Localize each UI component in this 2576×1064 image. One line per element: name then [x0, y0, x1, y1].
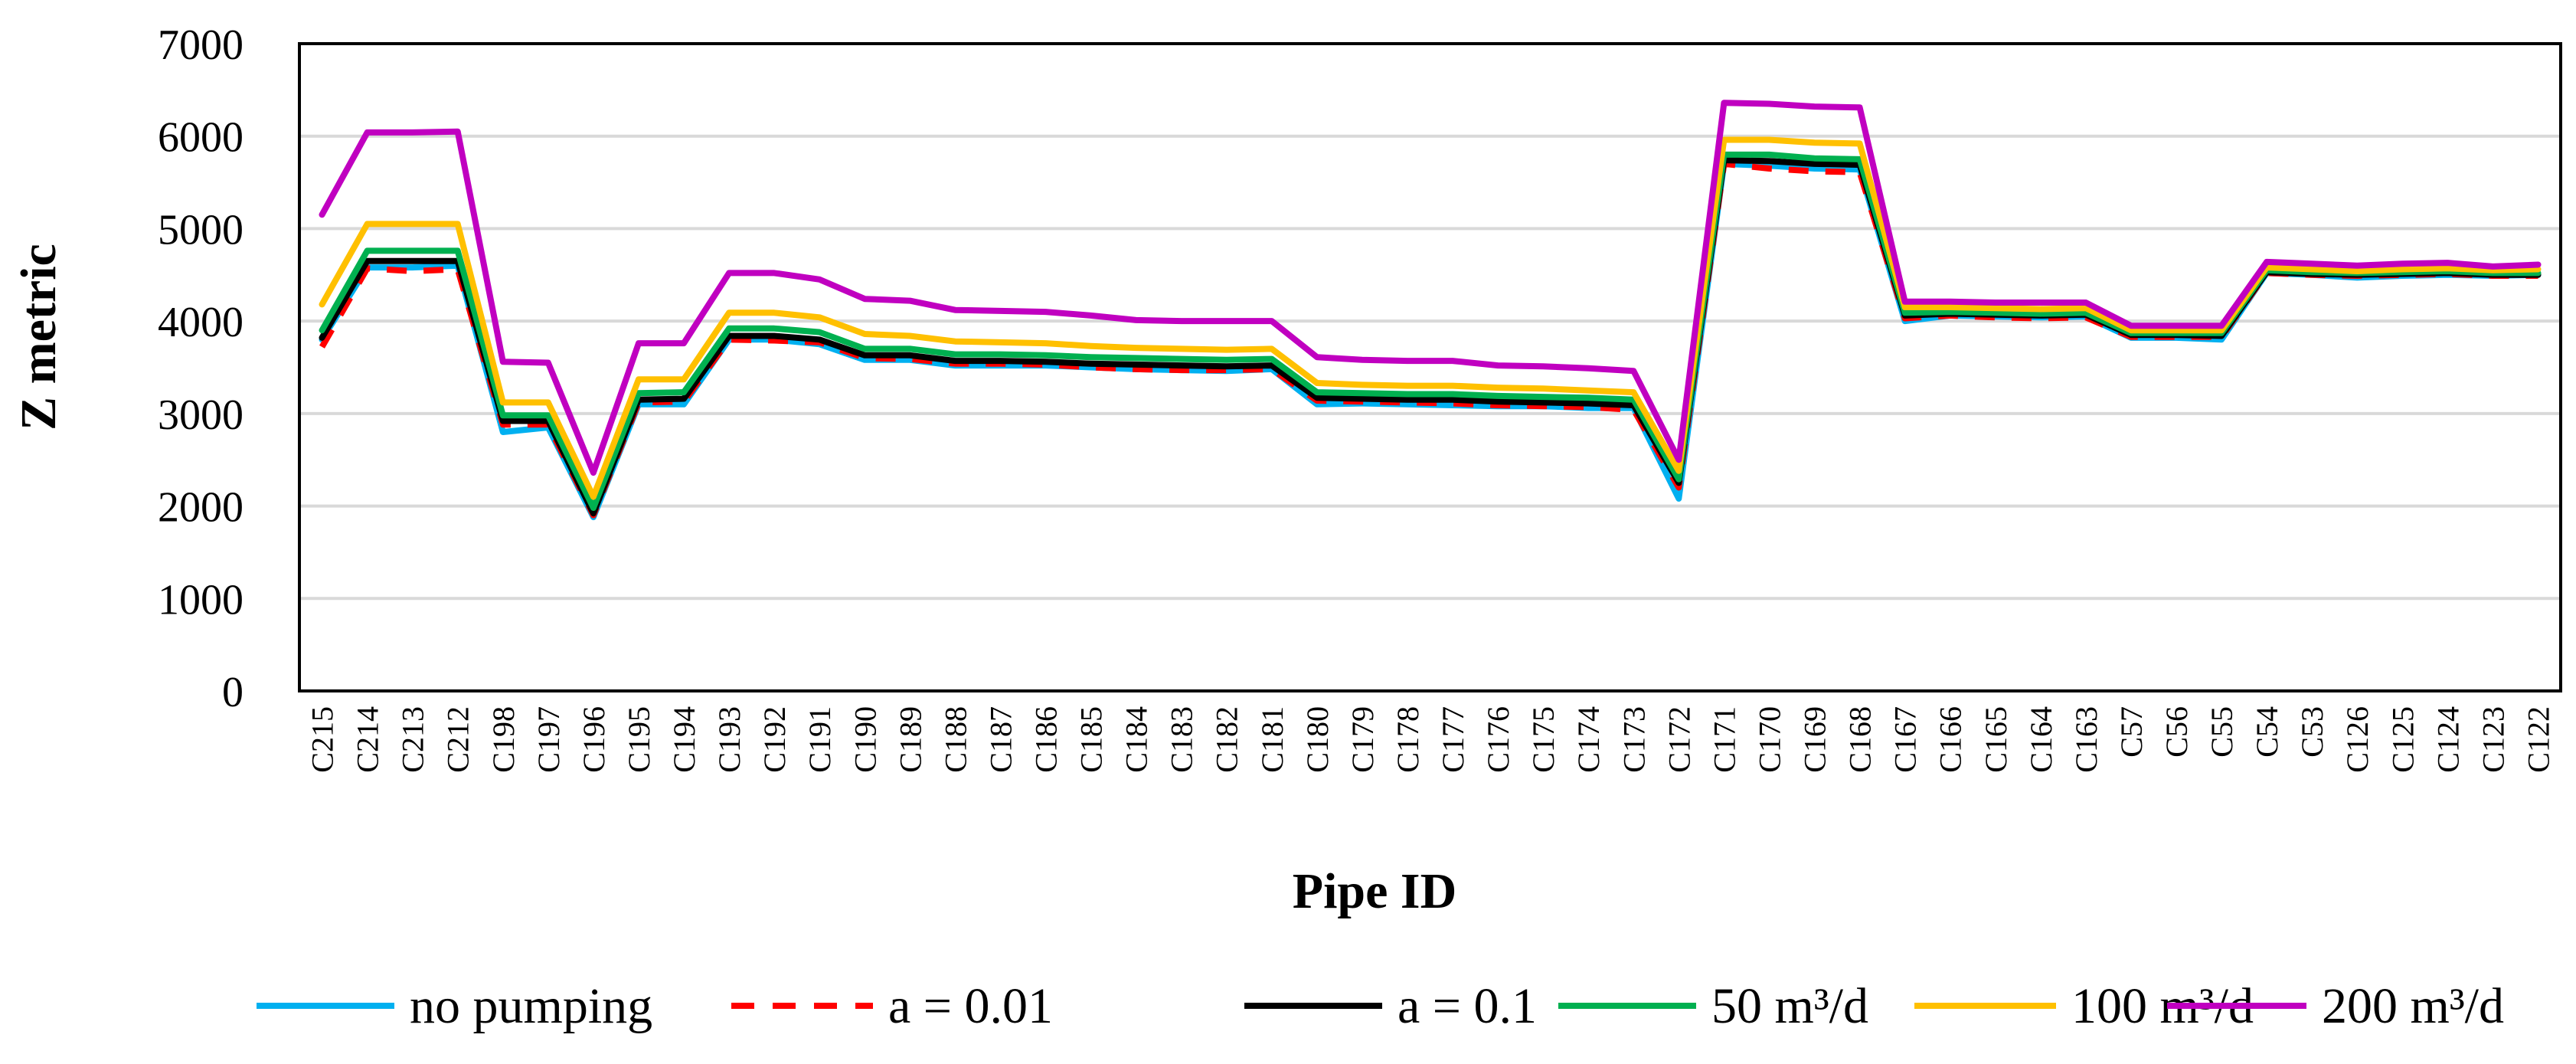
x-tick-label: C170: [1752, 706, 1787, 773]
y-tick-label: 6000: [158, 114, 244, 162]
x-tick-label: C180: [1300, 706, 1335, 773]
y-tick-label: 4000: [158, 299, 244, 346]
y-tick-label: 1000: [158, 576, 244, 624]
x-tick-label: C173: [1617, 706, 1651, 773]
x-tick-label: C169: [1798, 706, 1832, 773]
plot-area-frame: [298, 42, 2562, 692]
x-tick-label: C175: [1526, 706, 1561, 773]
x-tick-label: C186: [1028, 706, 1063, 773]
x-tick-label: C125: [2385, 706, 2420, 773]
x-tick-label: C191: [803, 706, 837, 773]
series-line-4: [319, 136, 2542, 500]
x-tick-label: C178: [1391, 706, 1425, 773]
x-tick-label: C172: [1662, 706, 1696, 773]
x-tick-label: C164: [2024, 706, 2058, 773]
x-tick-label: C54: [2250, 706, 2284, 758]
legend-label: a = 0.1: [1398, 978, 1537, 1034]
series-line-2: [319, 157, 2542, 517]
x-tick-label: C215: [306, 706, 340, 773]
x-tick-label: C187: [983, 706, 1018, 773]
x-tick-label: C197: [531, 706, 566, 773]
x-tick-label: C185: [1074, 706, 1109, 773]
legend-label: a = 0.01: [888, 978, 1053, 1034]
x-tick-label: C212: [441, 706, 476, 773]
x-tick-label: C124: [2431, 706, 2465, 773]
x-tick-label: C188: [938, 706, 973, 773]
x-tick-label: C174: [1571, 706, 1606, 773]
x-tick-label: C181: [1255, 706, 1290, 773]
series-line-1: [319, 160, 2538, 519]
x-tick-label: C53: [2295, 706, 2329, 758]
x-tick-label: C198: [486, 706, 521, 773]
x-tick-label: C167: [1888, 706, 1923, 773]
x-tick-label: C122: [2521, 706, 2555, 773]
x-tick-label: C171: [1707, 706, 1741, 773]
x-tick-label: C196: [577, 706, 611, 773]
x-axis-ticks: C215 C214 C213 C212 C198 C197 C196 C195 C194 C193…: [306, 706, 2556, 773]
x-tick-label: C190: [848, 706, 882, 773]
y-tick-label: 0: [222, 669, 244, 716]
x-tick-label: C177: [1436, 706, 1470, 773]
x-tick-label: C176: [1481, 706, 1515, 773]
y-tick-label: 7000: [158, 21, 244, 69]
x-tick-label: C55: [2205, 706, 2239, 758]
x-tick-label: C57: [2114, 706, 2149, 758]
x-tick-label: C182: [1210, 706, 1244, 773]
y-tick-label: 5000: [158, 206, 244, 254]
x-tick-label: C213: [396, 706, 430, 773]
x-tick-label: C56: [2159, 706, 2194, 758]
x-tick-label: C165: [1979, 706, 2013, 773]
series-line-5: [319, 100, 2542, 476]
x-tick-label: C194: [667, 706, 701, 773]
x-tick-label: C183: [1165, 706, 1199, 773]
x-tick-label: C166: [1934, 706, 1968, 773]
legend-label: 50 m³/d: [1711, 978, 1868, 1034]
y-axis-title: Z metric: [11, 244, 67, 431]
legend-label: no pumping: [410, 978, 652, 1034]
legend-label: 200 m³/d: [2322, 978, 2504, 1034]
x-tick-label: C163: [2069, 706, 2104, 773]
x-tick-label: C193: [712, 706, 747, 773]
x-tick-label: C126: [2340, 706, 2375, 773]
x-tick-label: C189: [893, 706, 927, 773]
x-axis-title: Pipe ID: [1293, 863, 1457, 919]
series-lines: [319, 100, 2542, 521]
y-tick-label: 3000: [158, 391, 244, 439]
x-tick-label: C179: [1345, 706, 1380, 773]
x-tick-label: C214: [351, 706, 385, 773]
x-tick-label: C123: [2476, 706, 2510, 773]
x-tick-label: C184: [1120, 706, 1154, 773]
x-tick-label: C192: [757, 706, 792, 773]
legend: no pumping a = 0.01 a = 0.1 50 m³/d 100 m³/d…: [257, 978, 2504, 1034]
x-tick-label: C195: [622, 706, 656, 773]
x-tick-label: C168: [1843, 706, 1878, 773]
y-axis-ticks: 0 1000 2000 3000 4000 5000 6000 7000: [158, 21, 244, 716]
y-tick-label: 2000: [158, 484, 244, 532]
